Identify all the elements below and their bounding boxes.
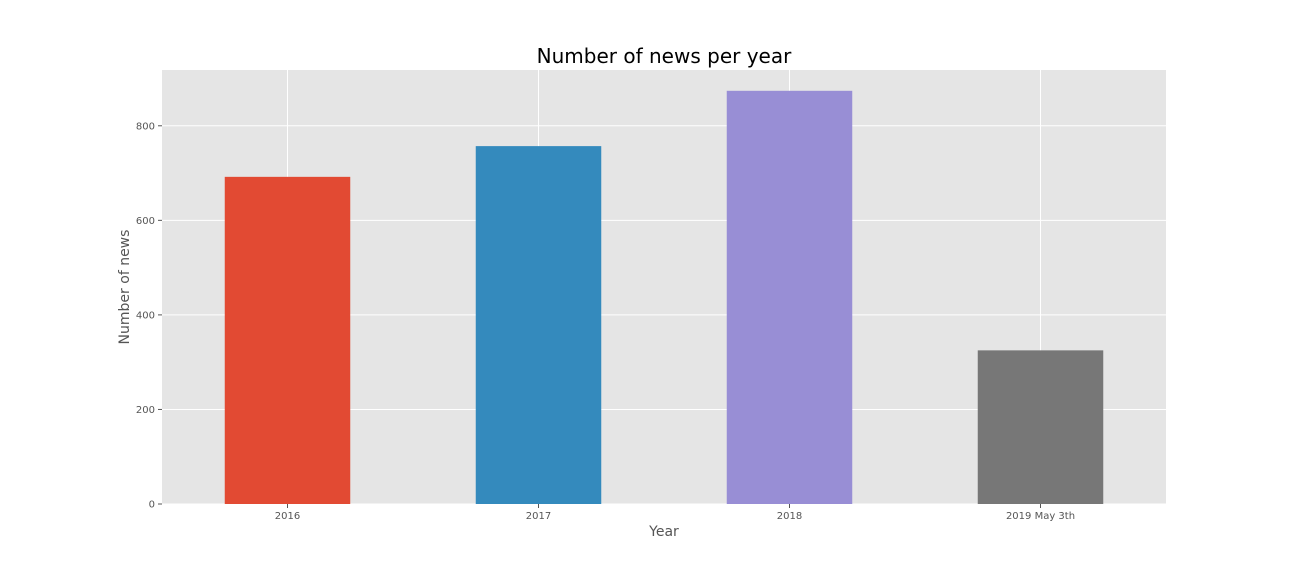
y-tick-label: 600 — [136, 216, 155, 227]
x-tick-label: 2018 — [777, 511, 802, 522]
y-axis-label: Number of news — [117, 230, 133, 345]
y-tick-label: 800 — [136, 121, 155, 132]
bar-2018 — [726, 90, 853, 504]
y-tick-label: 0 — [149, 500, 155, 511]
x-tick-label: 2016 — [275, 511, 300, 522]
x-tick-label: 2017 — [526, 511, 551, 522]
x-tick-label: 2019 May 3th — [1006, 511, 1075, 522]
bars — [224, 90, 1104, 504]
bar-2019-may-3th — [977, 350, 1104, 504]
bar-2016 — [224, 176, 351, 504]
x-axis-label: Year — [648, 524, 679, 540]
x-axis: 2016 2017 2018 2019 May 3th — [275, 504, 1075, 522]
bar-2017 — [475, 146, 602, 504]
chart-title: Number of news per year — [537, 44, 792, 68]
y-axis: 0 200 400 600 800 — [136, 121, 162, 511]
y-tick-label: 400 — [136, 310, 155, 321]
y-tick-label: 200 — [136, 405, 155, 416]
